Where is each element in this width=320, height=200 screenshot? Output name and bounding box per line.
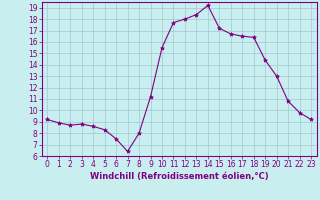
X-axis label: Windchill (Refroidissement éolien,°C): Windchill (Refroidissement éolien,°C) (90, 172, 268, 181)
